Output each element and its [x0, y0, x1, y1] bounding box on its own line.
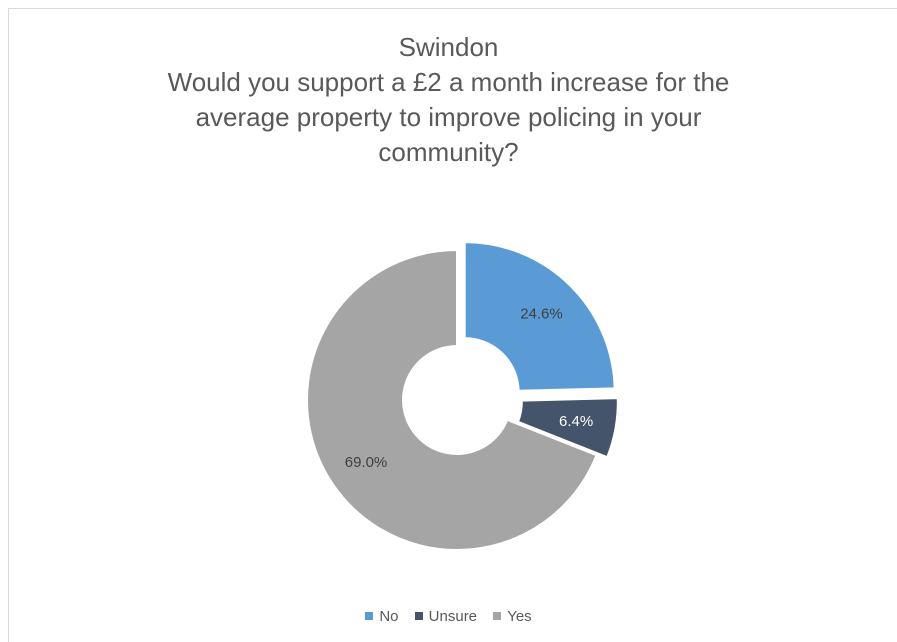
legend-swatch-unsure [414, 612, 423, 620]
legend-label-unsure: Unsure [428, 608, 478, 625]
legend-swatch-yes [493, 612, 502, 620]
legend-item-yes: Yes [493, 608, 532, 625]
legend-label-yes: Yes [507, 608, 532, 625]
chart-title-line-4: community? [378, 137, 519, 167]
donut-slices [306, 241, 619, 551]
data-label-yes: 69.0% [345, 454, 388, 471]
data-label-unsure: 6.4% [559, 413, 593, 430]
legend-swatch-no [365, 612, 374, 620]
legend-item-no: No [365, 608, 399, 625]
chart-title-line-2: Would you support a £2 a month increase … [167, 67, 730, 97]
legend-label-no: No [379, 608, 399, 625]
chart-title: Swindon Would you support a £2 a month i… [0, 30, 897, 170]
donut-slice-yes [306, 248, 598, 551]
chart-title-line-3: average property to improve policing in … [195, 102, 702, 132]
chart-title-line-1: Swindon [398, 32, 499, 62]
chart-legend: No Unsure Yes [0, 608, 897, 625]
donut-slice-unsure [516, 397, 619, 459]
donut-slice-no [463, 241, 616, 392]
donut-data-labels: 24.6% 6.4% 69.0% [345, 305, 593, 470]
legend-item-unsure: Unsure [414, 608, 478, 625]
data-label-no: 24.6% [520, 305, 563, 322]
